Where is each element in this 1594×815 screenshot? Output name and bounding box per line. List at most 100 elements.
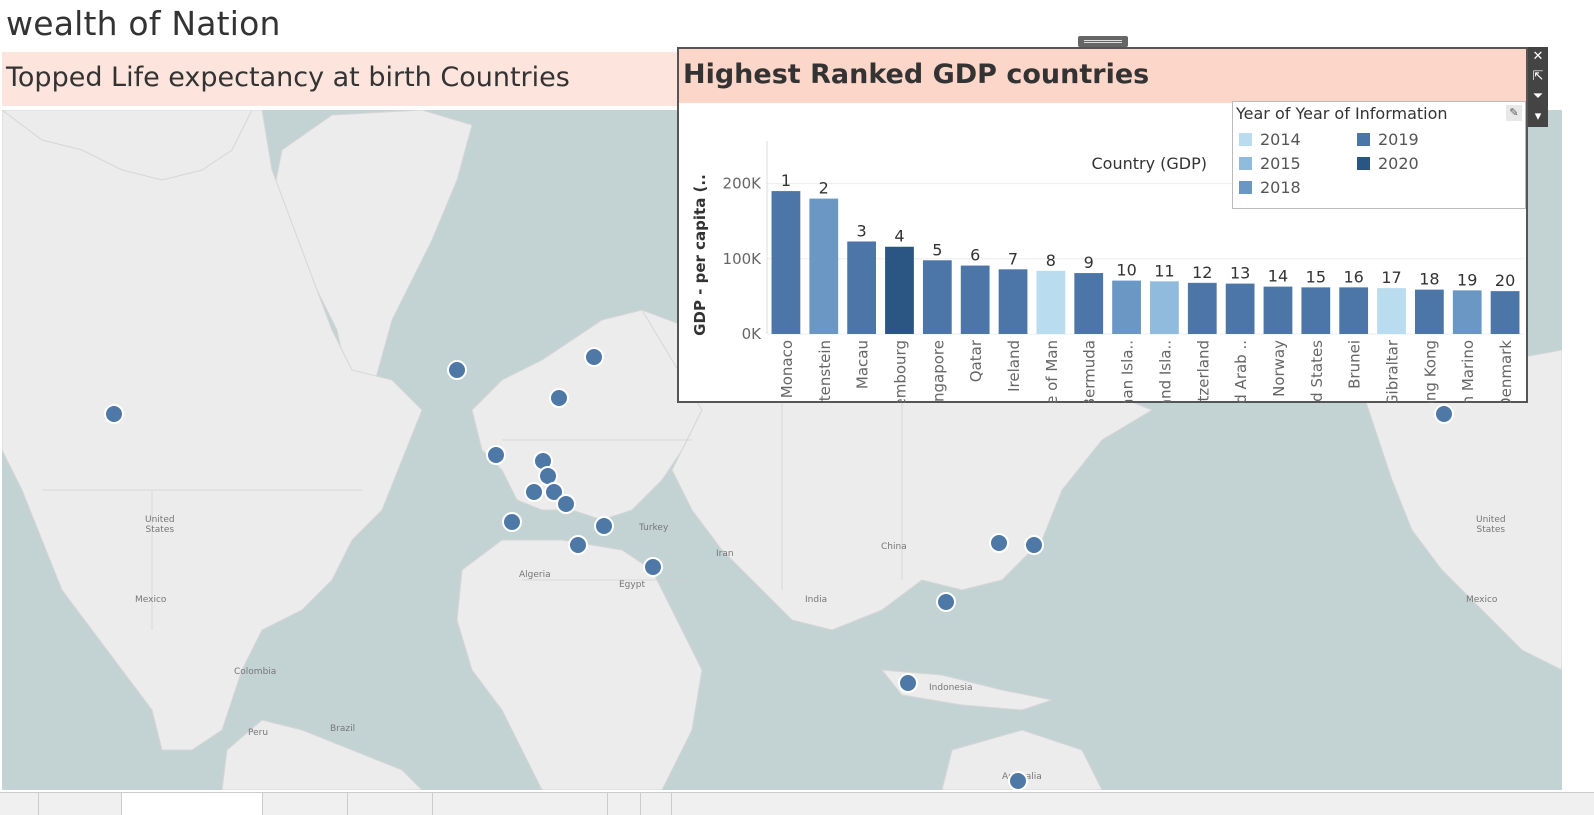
legend-item-2018[interactable]: 2018 [1239, 178, 1301, 197]
map-point-australia[interactable] [1008, 771, 1028, 790]
gdp-chart-panel: Highest Ranked GDP countries GDP - per c… [677, 47, 1528, 403]
chart-title: Highest Ranked GDP countries [683, 59, 1150, 90]
legend-item-label: 2020 [1378, 154, 1419, 173]
x-tick-label: San Marino [1459, 340, 1477, 403]
bar-rank-label: 7 [1008, 249, 1018, 268]
bar-2[interactable] [809, 198, 839, 334]
map-point-hong-kong[interactable] [936, 592, 956, 612]
bar-10[interactable] [1112, 280, 1141, 334]
map-point-japan[interactable] [1024, 535, 1044, 555]
map-point-singapore[interactable] [898, 673, 918, 693]
bar-19[interactable] [1452, 290, 1482, 334]
map-point-ireland[interactable] [486, 445, 506, 465]
bottom-tab-6[interactable] [433, 793, 608, 815]
bottom-tab-5[interactable] [348, 793, 433, 815]
map-label-china: China [881, 542, 907, 552]
bar-5[interactable] [922, 260, 952, 334]
gdp-bar-chart: GDP - per capita (.. Country (GDP) 0K 100K 2… [691, 141, 1524, 403]
map-point-iceland[interactable] [447, 360, 467, 380]
bottom-tab-1[interactable] [0, 793, 39, 815]
map-point-italy[interactable] [556, 494, 576, 514]
bar-18[interactable] [1414, 289, 1444, 334]
legend-item-2014[interactable]: 2014 [1239, 130, 1301, 149]
more-options-icon[interactable]: ▾ [1534, 109, 1542, 124]
map-label-mexico: Mexico [135, 595, 167, 605]
close-icon[interactable]: ✕ [1532, 49, 1544, 64]
legend-item-label: 2019 [1378, 130, 1419, 149]
bar-15[interactable] [1301, 287, 1331, 334]
bar-rank-label: 1 [781, 171, 791, 190]
year-legend[interactable]: Year of Year of Information ✎ 2014 2015 20… [1232, 101, 1526, 209]
bar-rank-label: 8 [1046, 251, 1056, 270]
bar-13[interactable] [1225, 283, 1255, 334]
x-tick-label: Denmark [1497, 340, 1515, 403]
map-label-indonesia: Indonesia [929, 683, 973, 693]
map-point-spain[interactable] [502, 512, 522, 532]
x-tick-label: United States [1308, 340, 1326, 403]
legend-item-2020[interactable]: 2020 [1357, 154, 1419, 173]
x-tick-label: Gibraltar [1384, 339, 1402, 403]
map-point-norway[interactable] [549, 388, 569, 408]
x-tick-label: Cayman Isla.. [1119, 340, 1137, 403]
bottom-tab-4[interactable] [263, 793, 348, 815]
bar-3[interactable] [847, 241, 877, 334]
legend-swatch [1239, 157, 1252, 170]
legend-item-2015[interactable]: 2015 [1239, 154, 1301, 173]
legend-item-label: 2014 [1260, 130, 1301, 149]
map-point-france[interactable] [524, 482, 544, 502]
bar-rank-label: 20 [1495, 271, 1515, 290]
map-label-peru: Peru [248, 728, 269, 738]
x-tick-label: Switzerland [1194, 340, 1212, 403]
bar-14[interactable] [1263, 286, 1293, 334]
bar-1[interactable] [771, 191, 801, 334]
map-point-finland[interactable] [584, 347, 604, 367]
bar-8[interactable] [1036, 270, 1066, 334]
bar-4[interactable] [885, 246, 914, 334]
legend-item-2019[interactable]: 2019 [1357, 130, 1419, 149]
bottom-tab-7[interactable] [608, 793, 641, 815]
x-tick-label: Qatar [967, 339, 985, 382]
panel-drag-handle[interactable] [1078, 36, 1128, 47]
bar-20[interactable] [1490, 291, 1520, 334]
x-tick-label: Ireland [1005, 340, 1023, 392]
bar-rank-label: 2 [819, 179, 829, 198]
map-point-israel[interactable] [643, 557, 663, 577]
map-point-greece[interactable] [594, 516, 614, 536]
x-tick-label: Monaco [778, 340, 796, 398]
x-tick-label: Bermuda [1081, 340, 1099, 403]
bar-16[interactable] [1339, 287, 1369, 334]
bar-rank-label: 18 [1419, 270, 1439, 289]
x-tick-label: Macau [854, 340, 872, 389]
filter-icon[interactable]: ⏷ [1532, 89, 1544, 104]
y-axis-label: GDP - per capita (.. [691, 174, 709, 336]
bottom-tab-2[interactable] [39, 793, 122, 815]
x-tick-label: Norway [1270, 340, 1288, 397]
popout-icon[interactable]: ⇱ [1532, 69, 1544, 84]
bar-11[interactable] [1150, 281, 1179, 334]
map-label-india: India [805, 595, 828, 605]
bottom-tab-3[interactable] [122, 793, 263, 815]
map-point-malta[interactable] [568, 535, 588, 555]
map-point-canada[interactable] [104, 404, 124, 424]
panel-toolbar: ✕ ⇱ ⏷ ▾ [1528, 47, 1548, 127]
bar-rank-label: 10 [1116, 261, 1136, 280]
column-header: Country (GDP) [1092, 154, 1208, 173]
x-tick-label: Falkland Isla.. [1156, 340, 1174, 403]
legend-swatch [1357, 157, 1370, 170]
bar-9[interactable] [1074, 273, 1104, 334]
bar-12[interactable] [1187, 282, 1217, 334]
legend-swatch [1239, 181, 1252, 194]
x-tick-label: Liechtenstein [816, 340, 834, 403]
bar-rank-label: 3 [857, 221, 867, 240]
map-point-south-korea[interactable] [989, 533, 1009, 553]
bar-6[interactable] [960, 265, 990, 334]
bar-rank-label: 14 [1268, 267, 1288, 286]
bottom-tab-bar [0, 792, 1594, 815]
bar-17[interactable] [1377, 288, 1406, 334]
bottom-tab-8[interactable] [641, 793, 672, 815]
map-point-canada-2[interactable] [1434, 404, 1454, 424]
map-label-colombia: Colombia [234, 667, 277, 677]
bar-7[interactable] [998, 269, 1028, 334]
legend-edit-icon[interactable]: ✎ [1506, 105, 1522, 121]
bar-rank-label: 19 [1457, 270, 1477, 289]
